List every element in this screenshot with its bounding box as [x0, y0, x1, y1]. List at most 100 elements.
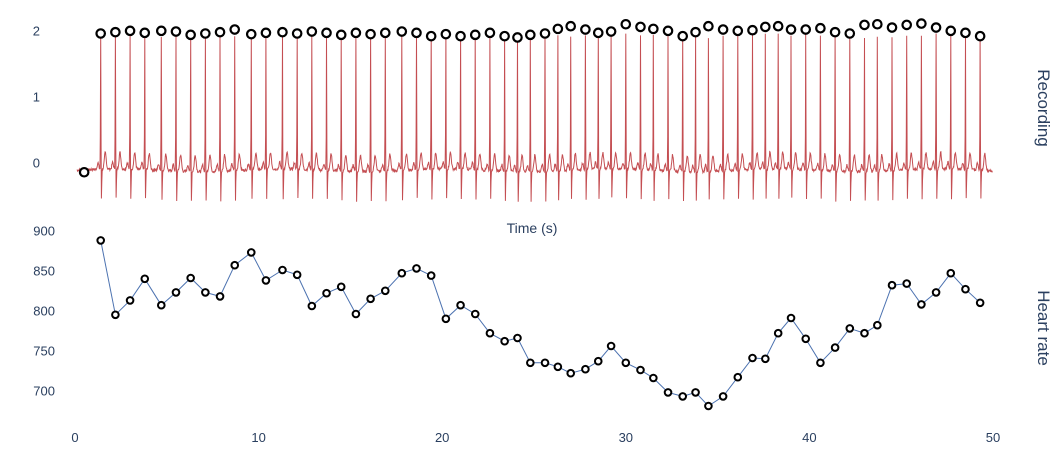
- heart-rate-marker: [748, 353, 757, 363]
- recording-peak-marker: [411, 27, 422, 39]
- heart-rate-marker: [380, 286, 390, 296]
- recording-peak-marker: [785, 24, 797, 35]
- recording-peak-marker: [732, 25, 744, 37]
- x-tick-label: 30: [619, 430, 633, 445]
- heart-rate-y-tick-label: 700: [33, 384, 55, 399]
- recording-peak-marker: [747, 24, 758, 36]
- heart-rate-marker: [704, 401, 713, 411]
- recording-peak-marker: [859, 19, 870, 31]
- heart-rate-marker: [351, 309, 361, 319]
- recording-peak-marker: [690, 26, 701, 38]
- recording-peak-marker: [170, 26, 182, 37]
- recording-peak-marker: [605, 26, 617, 37]
- heart-rate-marker: [526, 358, 535, 368]
- recording-peak-marker: [539, 28, 551, 39]
- heart-rate-marker: [246, 248, 256, 257]
- heart-rate-marker: [307, 301, 317, 311]
- heart-rate-marker: [773, 328, 783, 338]
- heart-rate-marker: [553, 362, 563, 372]
- heart-rate-marker: [761, 354, 770, 364]
- heart-rate-marker: [946, 268, 956, 278]
- heart-rate-marker: [801, 334, 811, 344]
- recording-peak-marker: [662, 25, 674, 37]
- recording-peak-marker: [565, 20, 577, 32]
- recording-peak-marker: [974, 30, 986, 42]
- recording-y-tick-label: 1: [33, 90, 40, 105]
- heart-rate-marker: [581, 364, 590, 374]
- recording-peak-marker: [703, 20, 714, 32]
- heart-rate-marker: [156, 300, 166, 310]
- recording-peak-marker: [440, 28, 452, 40]
- recording-peak-marker: [365, 28, 376, 40]
- heart-rate-marker: [733, 372, 743, 382]
- recording-peak-marker: [185, 29, 196, 41]
- recording-peak-markers: [78, 18, 986, 178]
- heart-rate-marker: [171, 288, 181, 297]
- recording-peak-marker: [139, 27, 151, 39]
- recording-peak-marker: [78, 166, 90, 178]
- recording-peak-marker: [525, 29, 536, 41]
- heart-rate-markers: [96, 236, 985, 411]
- recording-peak-marker: [110, 26, 121, 38]
- heart-rate-marker: [292, 270, 302, 280]
- heart-rate-marker: [718, 392, 728, 401]
- heart-rate-y-tick-label: 750: [33, 344, 55, 359]
- x-tick-label: 10: [251, 430, 265, 445]
- recording-peak-marker: [379, 27, 391, 39]
- heart-rate-y-ticks: 700 750 800 850 900: [33, 224, 55, 399]
- heart-rate-marker: [566, 368, 576, 378]
- heart-rate-marker: [500, 336, 509, 346]
- x-tick-label: 0: [71, 430, 78, 445]
- recording-peak-marker: [815, 22, 826, 34]
- heart-rate-marker: [125, 296, 135, 305]
- recording-peak-marker: [321, 27, 332, 39]
- heart-rate-marker: [456, 300, 465, 310]
- recording-peak-marker: [512, 32, 523, 43]
- recording-peak-marker: [844, 28, 856, 39]
- recording-peak-marker: [214, 26, 226, 38]
- heart-rate-marker: [636, 365, 645, 375]
- recording-peak-marker: [772, 20, 784, 32]
- recording-peak-marker: [95, 28, 107, 39]
- heart-rate-marker: [261, 276, 271, 285]
- recording-peak-marker: [901, 19, 913, 31]
- recording-peak-marker: [291, 28, 303, 39]
- heart-rate-marker: [96, 236, 106, 245]
- x-tick-label: 40: [802, 430, 816, 445]
- heart-rate-marker: [691, 388, 700, 397]
- heart-rate-marker: [917, 300, 926, 309]
- heart-rate-marker: [873, 320, 882, 330]
- heart-rate-marker: [902, 279, 912, 288]
- recording-peak-marker: [552, 23, 564, 35]
- x-axis-ticks: 0 10 20 30 40 50: [71, 430, 1000, 445]
- heart-rate-marker: [593, 356, 603, 366]
- recording-peak-marker: [930, 22, 942, 33]
- heart-rate-marker: [513, 333, 522, 343]
- recording-peak-marker: [124, 25, 136, 37]
- ecg-trace-line: [76, 33, 993, 202]
- heart-rate-marker: [830, 343, 840, 352]
- recording-peak-marker: [335, 29, 347, 41]
- heart-rate-axis-title: Heart rate: [1034, 290, 1053, 366]
- heart-rate-marker: [441, 314, 451, 324]
- heart-rate-marker: [975, 298, 985, 308]
- recording-peak-marker: [648, 23, 659, 35]
- heart-rate-marker: [412, 264, 421, 273]
- heart-rate-y-tick-label: 900: [33, 224, 55, 239]
- recording-peak-marker: [245, 28, 257, 40]
- recording-peak-marker: [455, 30, 466, 42]
- recording-peak-marker: [592, 27, 604, 39]
- recording-y-ticks: 0 1 2: [33, 24, 40, 171]
- recording-peak-marker: [425, 30, 437, 42]
- x-axis-title: Time (s): [507, 220, 558, 236]
- heart-rate-marker: [816, 358, 825, 368]
- recording-peak-marker: [350, 27, 362, 39]
- recording-peak-marker: [916, 18, 927, 29]
- heart-rate-y-tick-label: 800: [33, 304, 55, 319]
- heart-rate-marker: [786, 313, 796, 323]
- heart-rate-marker: [887, 280, 897, 290]
- recording-y-tick-label: 0: [33, 156, 40, 171]
- recording-peak-marker: [886, 22, 898, 33]
